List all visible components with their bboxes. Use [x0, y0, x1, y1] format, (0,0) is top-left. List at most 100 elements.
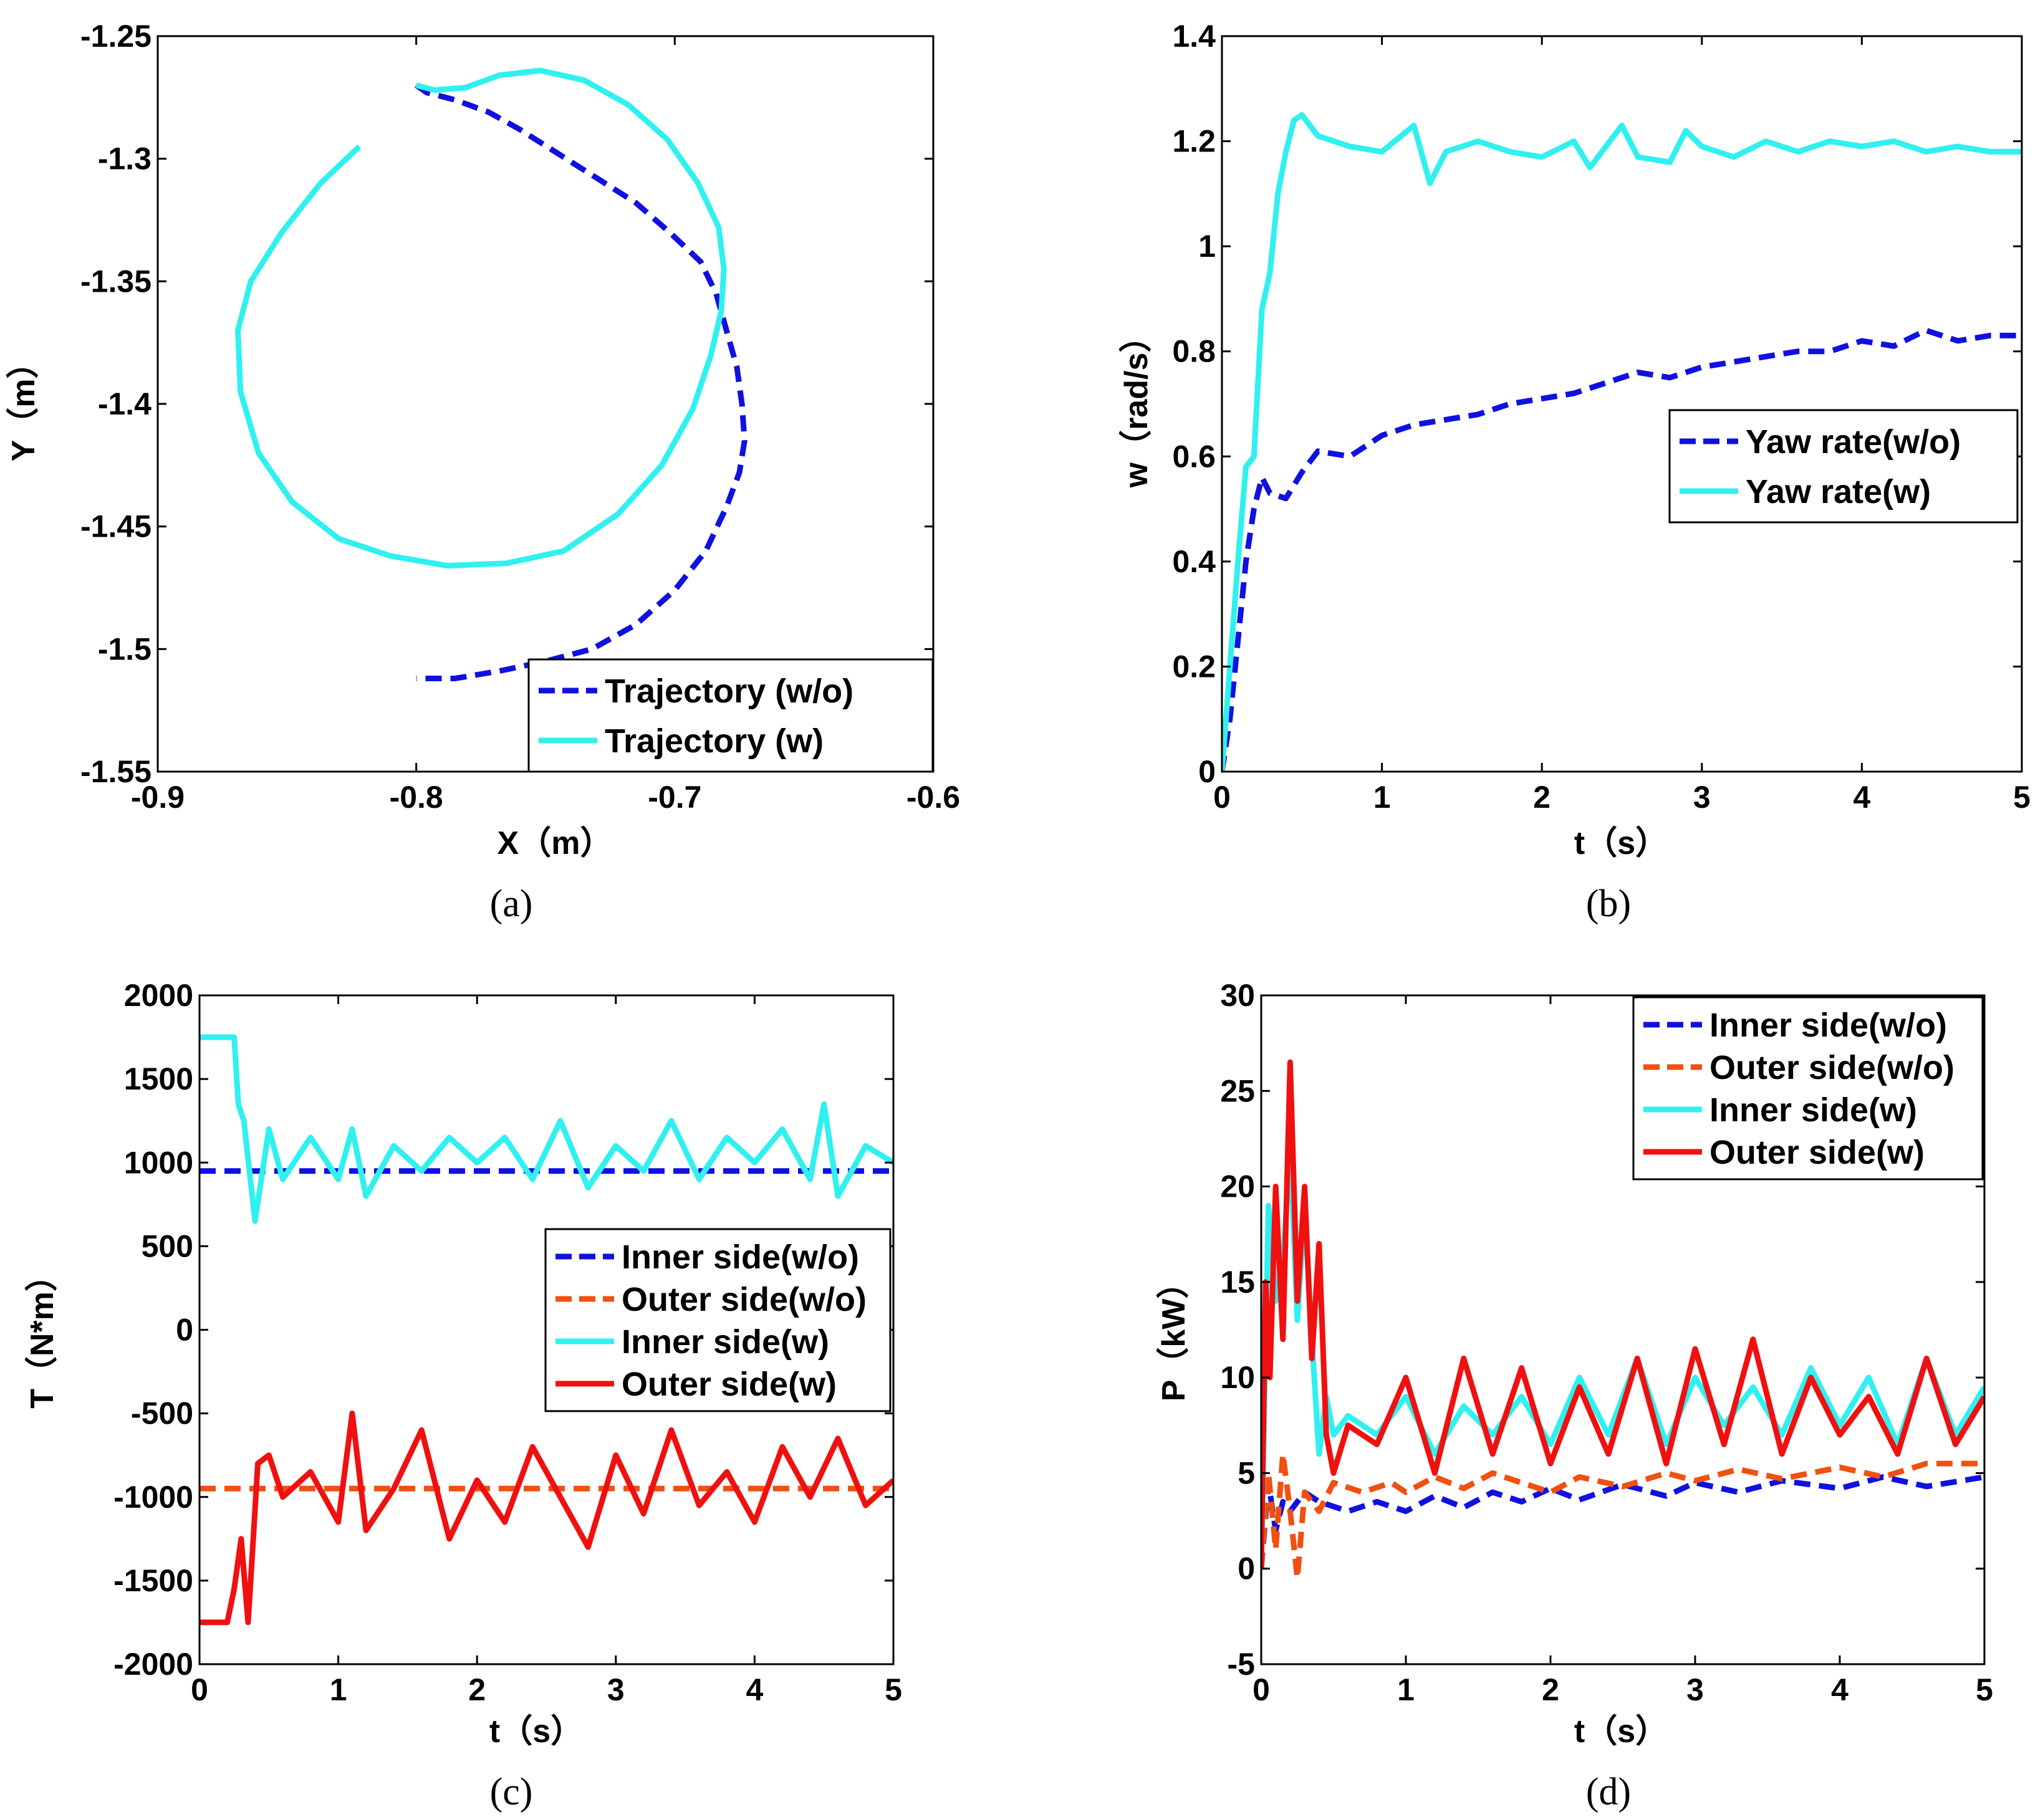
y-tick-label: -2000	[113, 1647, 193, 1682]
y-tick-label: -500	[131, 1396, 193, 1431]
legend-entry: Outer side(w)	[1709, 1134, 1925, 1171]
legend-box	[1668, 409, 2019, 524]
x-tick-label: -0.7	[648, 780, 701, 815]
y-axis-title: Y（m）	[6, 347, 42, 462]
x-tick-label: 4	[1853, 780, 1870, 815]
legend: Yaw rate(w/o) Yaw rate(w)	[1668, 409, 2019, 524]
plot-frame	[1260, 994, 1986, 1665]
legend-box	[527, 658, 934, 773]
y-tick-label: 0.6	[1172, 439, 1216, 474]
x-axis-title: t（s）	[1574, 1713, 1668, 1750]
x-axis-title: t（s）	[489, 1713, 583, 1750]
y-tick-label: 0.2	[1172, 649, 1216, 684]
x-tick-label: 2	[468, 1672, 486, 1707]
x-tick-label: 3	[1686, 1672, 1704, 1707]
legend-entry: Outer side(w/o)	[622, 1281, 867, 1318]
x-tick-label: 1	[1397, 1672, 1415, 1707]
y-tick-label: 500	[142, 1228, 193, 1263]
legend-box	[1632, 996, 1984, 1181]
series-line-c-3	[199, 1410, 893, 1626]
y-axis-title: P（kW）	[1156, 1267, 1192, 1402]
legend-entry: Inner side(w/o)	[622, 1238, 859, 1276]
x-tick-label: 0	[1213, 780, 1231, 815]
y-tick-label: 1500	[124, 1061, 193, 1096]
y-tick-label: -1.5	[98, 631, 151, 666]
chart-c: 0 1 2 3 4 5 -2000 -1500 -1000 -500 0 500 1000 1500 200…	[24, 978, 902, 1813]
panel-label: (d)	[1586, 1771, 1631, 1813]
y-tick-label: 2000	[124, 978, 193, 1013]
series-line-d-3	[1261, 1059, 1984, 1569]
legend-entry: Yaw rate(w)	[1746, 473, 1931, 510]
legend-entry: Inner side(w/o)	[1709, 1007, 1947, 1044]
y-tick-label: -1.4	[98, 386, 151, 421]
legend-entry: Trajectory (w)	[605, 722, 824, 760]
series-line-d-1	[1261, 1451, 1984, 1581]
y-tick-label: -1500	[113, 1563, 193, 1598]
y-tick-label: -1.45	[80, 509, 151, 544]
x-tick-label: 2	[1542, 1672, 1559, 1707]
legend-entry: Yaw rate(w/o)	[1746, 423, 1961, 461]
y-tick-label: 1	[1198, 229, 1216, 264]
y-tick-label: 0	[176, 1313, 193, 1348]
y-tick-label: 10	[1220, 1360, 1255, 1395]
x-tick-label: -0.6	[906, 780, 960, 815]
panel-label: (a)	[490, 883, 533, 925]
y-tick-label: 0	[1198, 754, 1216, 789]
x-tick-label: 0	[191, 1672, 208, 1707]
x-tick-label: 3	[607, 1672, 625, 1707]
y-tick-label: 20	[1220, 1169, 1255, 1204]
x-tick-label: 4	[1831, 1672, 1848, 1707]
legend-entry: Trajectory (w/o)	[605, 673, 853, 710]
y-tick-label: 0	[1238, 1551, 1255, 1586]
series-group	[1222, 112, 2022, 772]
legend: Trajectory (w/o) Trajectory (w)	[527, 658, 934, 773]
x-tick-label: -0.9	[131, 780, 185, 815]
y-tick-label: -5	[1228, 1647, 1255, 1682]
x-tick-label: 2	[1533, 780, 1550, 815]
x-tick-label: 1	[330, 1672, 347, 1707]
x-tick-label: 5	[885, 1672, 902, 1707]
x-axis-title: t（s）	[1574, 825, 1668, 861]
y-tick-label: 25	[1220, 1073, 1255, 1108]
y-tick-label: 0.4	[1172, 544, 1216, 579]
legend: Inner side(w/o) Outer side(w/o) Inner side…	[544, 1228, 892, 1412]
y-tick-label: 1.4	[1172, 19, 1216, 54]
y-tick-label: 1.2	[1172, 124, 1216, 159]
x-tick-label: -0.8	[390, 780, 443, 815]
legend-entry: Inner side(w)	[622, 1323, 829, 1361]
x-tick-label: 5	[1976, 1672, 1993, 1707]
series-group	[199, 1034, 893, 1626]
panel-label: (b)	[1586, 883, 1631, 925]
y-tick-label: 0.8	[1172, 334, 1216, 369]
y-tick-label: -1.25	[80, 19, 151, 54]
legend-entry: Outer side(w/o)	[1709, 1049, 1954, 1086]
series-line-b-1	[1222, 112, 2022, 772]
chart-a: -0.9 -0.8 -0.7 -0.6 -1.55 -1.5 -1.45 -1.4 -1.35 -…	[6, 19, 960, 925]
y-tick-label: 30	[1220, 978, 1255, 1013]
y-axis-title: T（N*m）	[24, 1259, 60, 1409]
y-axis-title: w（rad/s）	[1118, 320, 1155, 489]
chart-b: 0 1 2 3 4 5 0 0.2 0.4 0.6 0.8 1 1.2 1.4 t（s） w（rad/s） Ya…	[1118, 19, 2031, 925]
series-line-b-0	[1222, 327, 2022, 772]
legend-box	[544, 1228, 892, 1412]
x-tick-label: 0	[1252, 1672, 1270, 1707]
x-axis-title: X（m）	[498, 825, 613, 861]
series-group	[235, 67, 747, 681]
series-line-c-2	[199, 1034, 893, 1224]
x-tick-label: 1	[1373, 780, 1391, 815]
y-tick-label: -1.35	[80, 264, 151, 299]
panel-label: (c)	[490, 1771, 533, 1813]
series-line-a-0	[415, 83, 747, 681]
x-tick-label: 3	[1693, 780, 1711, 815]
y-tick-label: -1.55	[80, 754, 151, 789]
legend: Inner side(w/o) Outer side(w/o) Inner side…	[1632, 996, 1984, 1181]
y-tick-label: 5	[1238, 1455, 1255, 1490]
x-tick-label: 4	[746, 1672, 763, 1707]
y-tick-label: -1.3	[98, 141, 151, 176]
y-tick-label: 1000	[124, 1145, 193, 1180]
series-group	[1261, 1059, 1984, 1581]
y-tick-label: -1000	[113, 1480, 193, 1515]
legend-entry: Inner side(w)	[1709, 1091, 1917, 1129]
